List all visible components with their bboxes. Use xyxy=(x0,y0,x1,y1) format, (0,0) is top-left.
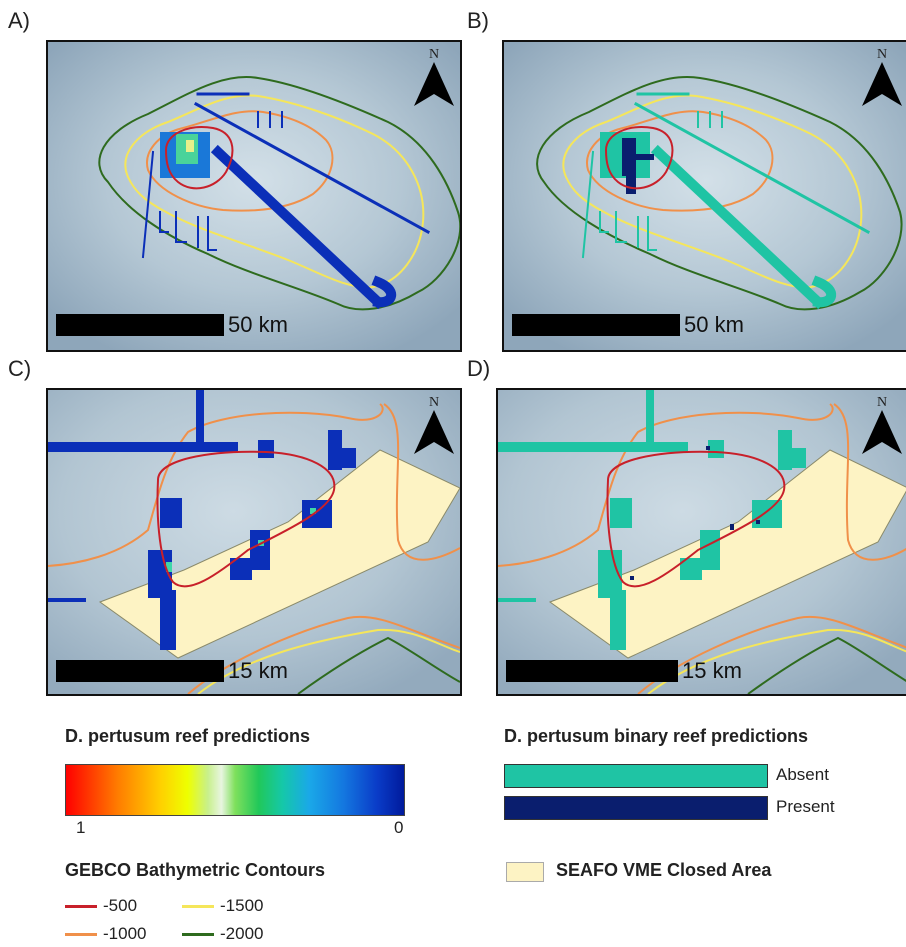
contours-legend-title: GEBCO Bathymetric Contours xyxy=(65,860,326,880)
predictions-gradient xyxy=(65,764,405,816)
north-arrow-icon xyxy=(862,62,902,106)
scale-bar-fill xyxy=(56,660,224,682)
scale-bar-fill xyxy=(512,314,680,336)
contour-500 xyxy=(606,450,786,588)
present-swatch xyxy=(504,796,768,820)
north-arrow-b: N xyxy=(862,48,902,106)
contour-2000 xyxy=(747,636,906,694)
closed-area-swatch xyxy=(506,862,544,882)
seafo-closed-area xyxy=(98,449,460,659)
contour-1500 xyxy=(647,628,906,694)
panel-label-c: C) xyxy=(8,356,32,381)
panel-label-a: A) xyxy=(8,8,30,33)
north-arrow-icon xyxy=(862,410,902,454)
map-panel-a: N 50 km xyxy=(46,40,462,352)
contour-1500 xyxy=(197,628,460,694)
north-arrow-c: N xyxy=(414,396,454,454)
binary-absent-predictions xyxy=(581,92,871,310)
gradient-min-label: 0 xyxy=(394,818,404,837)
seafo-closed-area xyxy=(548,449,906,659)
north-label: N xyxy=(428,395,440,410)
contour-500 xyxy=(156,450,336,588)
scale-bar-d: 15 km xyxy=(506,658,742,684)
contour-1000 xyxy=(586,110,774,212)
predictions-legend-title: D. pertusum reef predictions xyxy=(65,726,311,746)
contour-key-500: -500 xyxy=(65,896,137,916)
map-panel-c-svg xyxy=(48,390,460,694)
north-arrow-icon xyxy=(414,62,454,106)
present-label: Present xyxy=(776,797,835,816)
scale-bar-label: 15 km xyxy=(682,658,742,683)
scale-bar-a: 50 km xyxy=(56,312,288,338)
binary-absent-predictions xyxy=(498,390,806,650)
north-label: N xyxy=(876,395,888,410)
panel-label-d: D) xyxy=(467,356,491,381)
north-arrow-a: N xyxy=(414,48,454,106)
contour-key-1000: -1000 xyxy=(65,924,146,944)
absent-label: Absent xyxy=(776,765,829,784)
contour-2000-line xyxy=(182,932,214,936)
map-panel-a-svg xyxy=(48,42,460,350)
contour-1000-south xyxy=(187,615,460,694)
map-panel-d-svg xyxy=(498,390,906,694)
map-panel-b: N 50 km xyxy=(502,40,906,352)
scale-bar-label: 50 km xyxy=(228,312,288,337)
scale-bar-c: 15 km xyxy=(56,658,288,684)
contour-key-1500: -1500 xyxy=(182,896,263,916)
scale-bar-fill xyxy=(506,660,678,682)
contour-1500 xyxy=(124,94,425,289)
contour-2000 xyxy=(297,636,460,694)
binary-present-cells xyxy=(622,138,654,194)
absent-swatch xyxy=(504,764,768,788)
contour-1500-label: -1500 xyxy=(220,896,264,915)
scale-bar-fill xyxy=(56,314,224,336)
north-label: N xyxy=(876,47,888,62)
map-panel-c: N 15 km xyxy=(46,388,462,696)
contour-1000-label: -1000 xyxy=(103,924,147,943)
contour-1000 xyxy=(48,403,460,567)
contour-2000 xyxy=(98,76,460,311)
north-label: N xyxy=(428,47,440,62)
north-arrow-icon xyxy=(414,410,454,454)
contour-1000-line xyxy=(65,932,97,936)
north-arrow-d: N xyxy=(862,396,902,454)
contour-500 xyxy=(164,126,234,190)
map-panel-d: N 15 km xyxy=(496,388,906,696)
scale-bar-label: 15 km xyxy=(228,658,288,683)
scale-bar-b: 50 km xyxy=(512,312,744,338)
contour-500-label: -500 xyxy=(103,896,138,915)
contour-key-2000: -2000 xyxy=(182,924,263,944)
contour-1000 xyxy=(146,110,334,212)
contour-1500 xyxy=(562,94,863,289)
contour-1000 xyxy=(498,403,906,567)
contour-2000 xyxy=(536,76,903,311)
continuous-predictions xyxy=(141,92,431,310)
contour-500 xyxy=(604,126,674,190)
binary-present-cells xyxy=(630,446,760,580)
sea-background xyxy=(48,42,460,350)
binary-legend-title: D. pertusum binary reef predictions xyxy=(504,726,809,746)
contour-2000-label: -2000 xyxy=(220,924,264,943)
contour-500-line xyxy=(65,904,97,908)
high-prediction-spot xyxy=(186,140,194,152)
closed-area-label: SEAFO VME Closed Area xyxy=(556,860,772,880)
gradient-max-label: 1 xyxy=(76,818,86,837)
contour-1500-line xyxy=(182,904,214,908)
map-panel-b-svg xyxy=(504,42,906,350)
panel-label-b: B) xyxy=(467,8,489,33)
scale-bar-label: 50 km xyxy=(684,312,744,337)
